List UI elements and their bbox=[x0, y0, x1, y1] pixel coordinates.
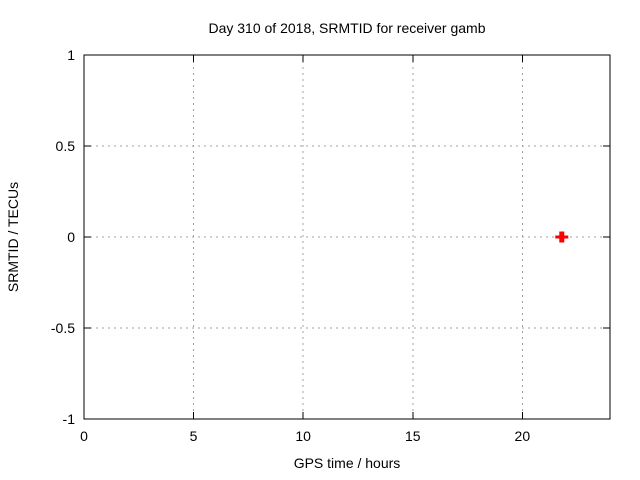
y-tick-label: 1 bbox=[67, 47, 75, 63]
y-tick-label: 0.5 bbox=[55, 138, 75, 154]
chart-title: Day 310 of 2018, SRMTID for receiver gam… bbox=[208, 20, 486, 36]
y-tick-label: -0.5 bbox=[50, 320, 75, 336]
x-tick-label: 0 bbox=[80, 428, 88, 444]
y-tick-label: 0 bbox=[67, 229, 75, 245]
x-axis-label: GPS time / hours bbox=[293, 455, 401, 471]
x-tick-label: 15 bbox=[404, 428, 421, 444]
x-tick-label: 5 bbox=[189, 428, 198, 444]
x-tick-label: 20 bbox=[514, 428, 531, 444]
x-tick-label: 10 bbox=[295, 428, 311, 444]
y-tick-label: -1 bbox=[62, 411, 75, 427]
